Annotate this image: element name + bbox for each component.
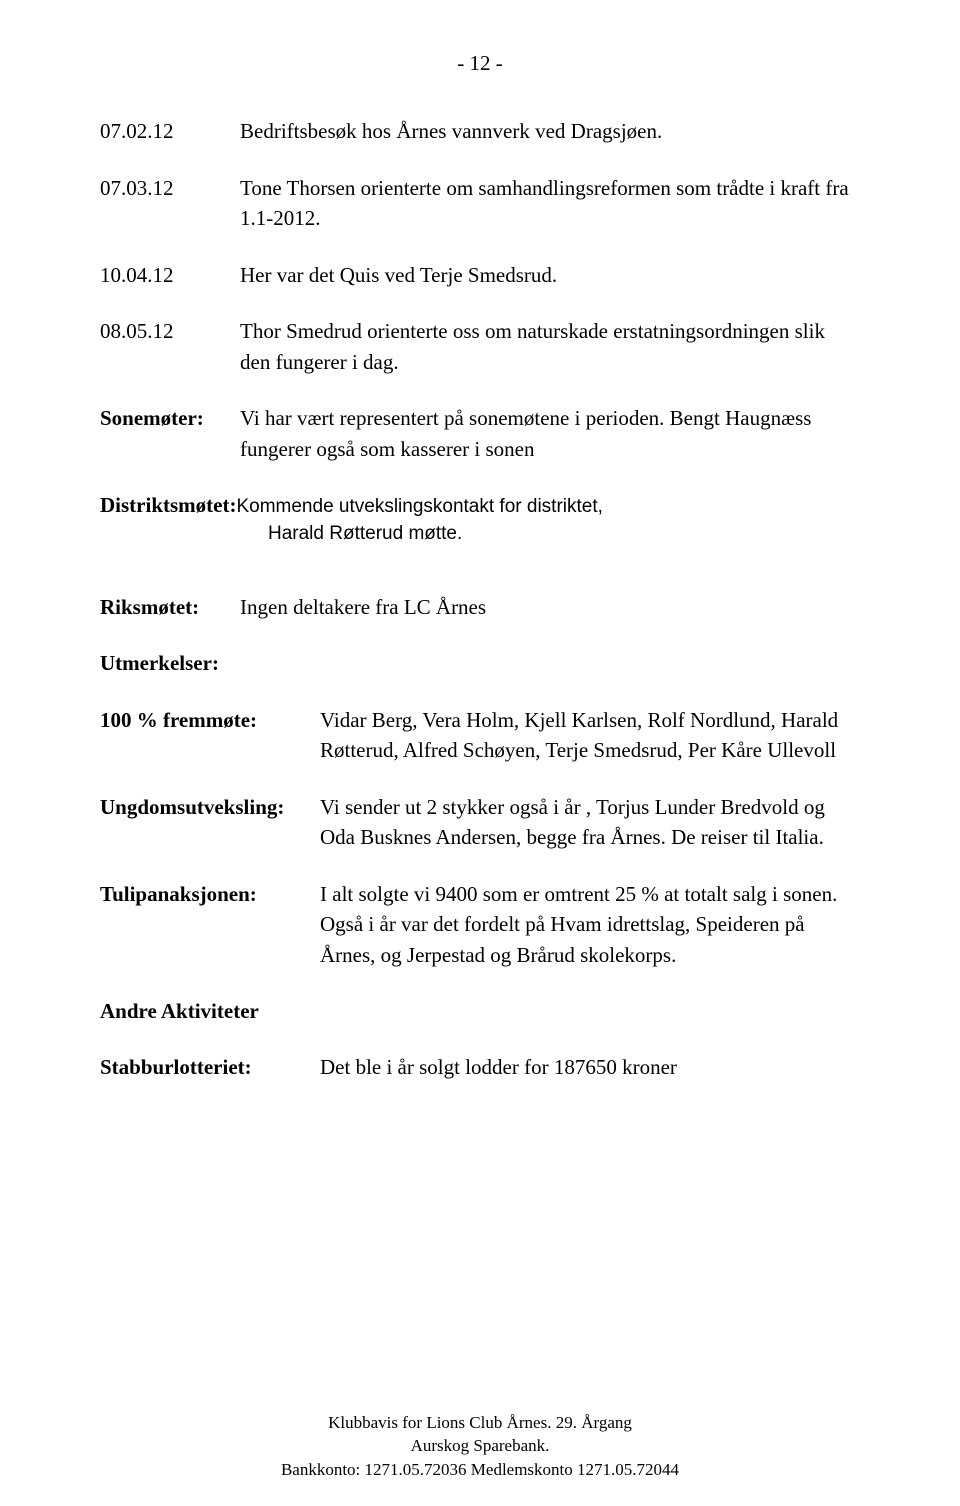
distriktsmote-line1: Distriktsmøtet:Kommende utvekslingskonta… <box>100 490 860 521</box>
stabburlotteriet-body: Det ble i år solgt lodder for 187650 kro… <box>320 1052 860 1082</box>
andre-aktiviteter-label: Andre Aktiviteter <box>100 996 320 1026</box>
entry-label: 08.05.12 <box>100 316 240 377</box>
andre-aktiviteter-row: Andre Aktiviteter <box>100 996 860 1026</box>
riksmote-row: Riksmøtet: Ingen deltakere fra LC Årnes <box>100 592 860 622</box>
fremmote-body: Vidar Berg, Vera Holm, Kjell Karlsen, Ro… <box>320 705 860 766</box>
footer-line-3: Bankkonto: 1271.05.72036 Medlemskonto 12… <box>0 1458 960 1482</box>
entry-body: Thor Smedrud orienterte oss om naturskad… <box>240 316 860 377</box>
entry-body: Vi har vært representert på sonemøtene i… <box>240 403 860 464</box>
entry-label: 07.03.12 <box>100 173 240 234</box>
tulipanaksjonen-row: Tulipanaksjonen: I alt solgte vi 9400 so… <box>100 879 860 970</box>
ungdomsutveksling-body: Vi sender ut 2 stykker også i år , Torju… <box>320 792 860 853</box>
distriktsmote-body2: Harald Røtterud møtte. <box>268 520 860 548</box>
distriktsmote-label: Distriktsmøtet: <box>100 493 236 517</box>
entry-body: Bedriftsbesøk hos Årnes vannverk ved Dra… <box>240 116 860 146</box>
ungdomsutveksling-row: Ungdomsutveksling: Vi sender ut 2 stykke… <box>100 792 860 853</box>
entry-body: Tone Thorsen orienterte om samhandlingsr… <box>240 173 860 234</box>
page-footer: Klubbavis for Lions Club Årnes. 29. Årga… <box>0 1411 960 1482</box>
ungdomsutveksling-label: Ungdomsutveksling: <box>100 792 320 853</box>
tulipanaksjonen-label: Tulipanaksjonen: <box>100 879 320 970</box>
tulipanaksjonen-body: I alt solgte vi 9400 som er omtrent 25 %… <box>320 879 860 970</box>
stabburlotteriet-row: Stabburlotteriet: Det ble i år solgt lod… <box>100 1052 860 1082</box>
utmerkelser-body <box>240 648 860 678</box>
document-page: - 12 - 07.02.12 Bedriftsbesøk hos Årnes … <box>0 0 960 1506</box>
entry-label: 10.04.12 <box>100 260 240 290</box>
riksmote-label: Riksmøtet: <box>100 592 240 622</box>
entries-block: 07.02.12 Bedriftsbesøk hos Årnes vannver… <box>100 116 860 1082</box>
footer-line-1: Klubbavis for Lions Club Årnes. 29. Årga… <box>0 1411 960 1435</box>
entry-label: 07.02.12 <box>100 116 240 146</box>
entry-row: Sonemøter: Vi har vært representert på s… <box>100 403 860 464</box>
entry-row: 10.04.12 Her var det Quis ved Terje Smed… <box>100 260 860 290</box>
fremmote-row: 100 % fremmøte: Vidar Berg, Vera Holm, K… <box>100 705 860 766</box>
footer-line-2: Aurskog Sparebank. <box>0 1434 960 1458</box>
entry-row: 08.05.12 Thor Smedrud orienterte oss om … <box>100 316 860 377</box>
riksmote-body: Ingen deltakere fra LC Årnes <box>240 592 860 622</box>
entry-body: Her var det Quis ved Terje Smedsrud. <box>240 260 860 290</box>
page-number: - 12 - <box>100 48 860 78</box>
entry-row: 07.03.12 Tone Thorsen orienterte om samh… <box>100 173 860 234</box>
distriktsmote-row: Distriktsmøtet:Kommende utvekslingskonta… <box>100 490 860 548</box>
utmerkelser-label: Utmerkelser: <box>100 648 240 678</box>
distriktsmote-body1: Kommende utvekslingskontakt for distrikt… <box>236 496 602 517</box>
fremmote-label: 100 % fremmøte: <box>100 705 320 766</box>
stabburlotteriet-label: Stabburlotteriet: <box>100 1052 320 1082</box>
utmerkelser-row: Utmerkelser: <box>100 648 860 678</box>
entry-row: 07.02.12 Bedriftsbesøk hos Årnes vannver… <box>100 116 860 146</box>
entry-label-sonemoter: Sonemøter: <box>100 403 240 464</box>
